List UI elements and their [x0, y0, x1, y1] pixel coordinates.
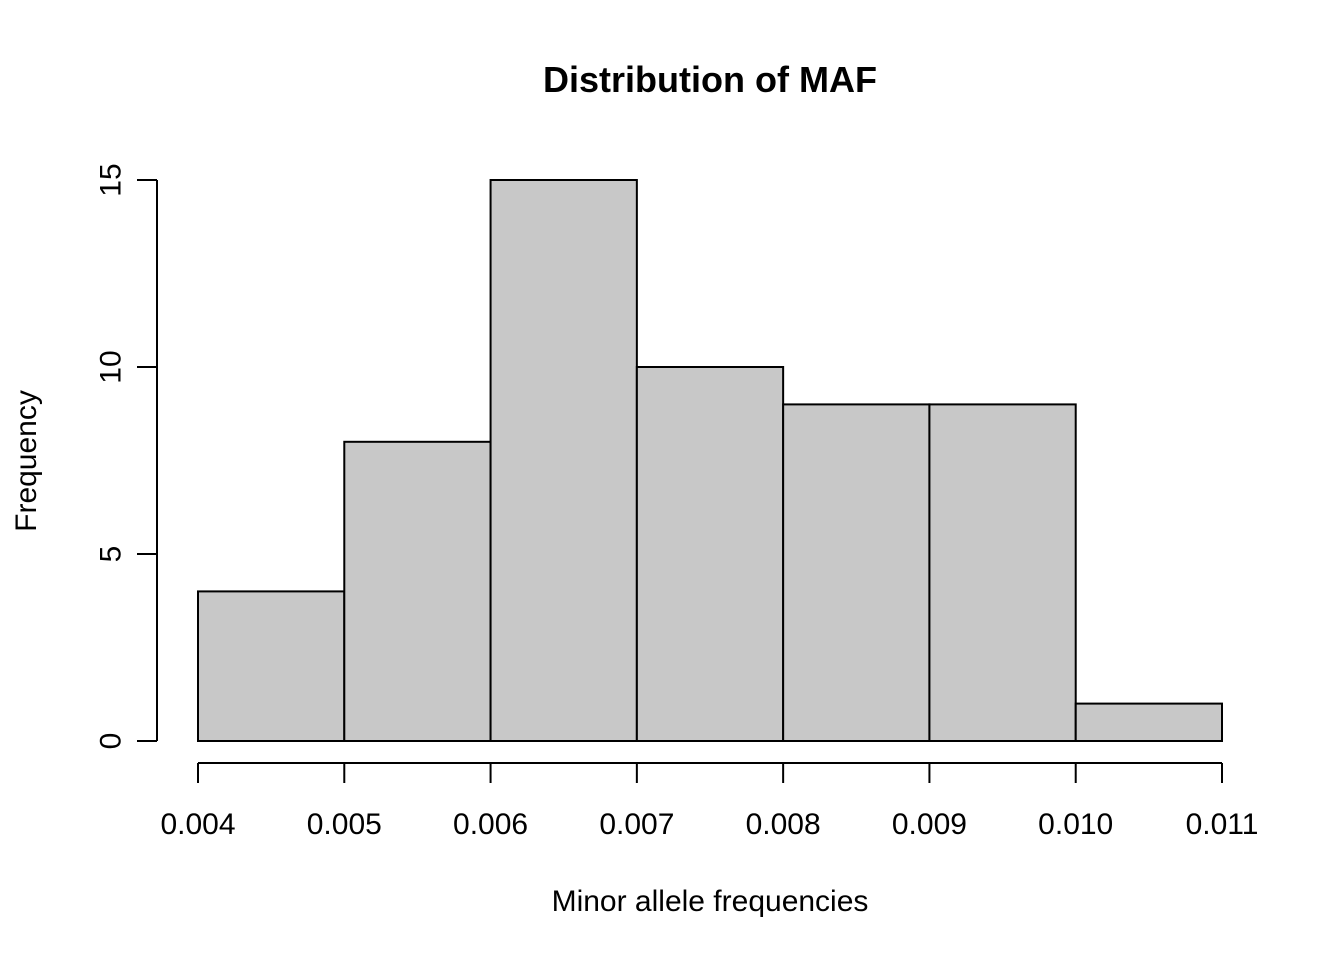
histogram-bar-3 [635, 366, 785, 742]
y-tick-label-1: 5 [95, 546, 128, 563]
y-tick-label-2: 10 [95, 350, 128, 383]
x-tick-label-5: 0.009 [892, 808, 967, 841]
x-tick-label-3: 0.007 [599, 808, 674, 841]
y-tick-label-0: 0 [95, 733, 128, 750]
x-tick-label-0: 0.004 [160, 808, 235, 841]
x-axis: 0.004 0.005 0.006 0.007 0.008 0.009 0.010 0.011 [160, 762, 1259, 841]
histogram-bar-1 [343, 440, 492, 742]
y-axis-label: Frequency [10, 390, 43, 532]
x-tick-label-4: 0.008 [746, 808, 821, 841]
bars-group [197, 179, 1223, 743]
x-tick-label-6: 0.010 [1038, 808, 1113, 841]
histogram-bar-0 [197, 590, 346, 743]
chart-title: Distribution of MAF [543, 59, 877, 100]
histogram-bar-4 [782, 403, 931, 742]
y-tick-label-3: 15 [95, 163, 128, 196]
x-axis-label: Minor allele frequencies [552, 885, 869, 918]
histogram-bar-5 [928, 403, 1077, 742]
x-tick-label-1: 0.005 [307, 808, 382, 841]
histogram-bar-6 [1074, 702, 1223, 742]
x-tick-label-2: 0.006 [453, 808, 528, 841]
y-axis: 0 5 10 15 [95, 163, 158, 749]
histogram-bar-2 [489, 179, 638, 742]
x-tick-label-7: 0.011 [1186, 808, 1259, 841]
